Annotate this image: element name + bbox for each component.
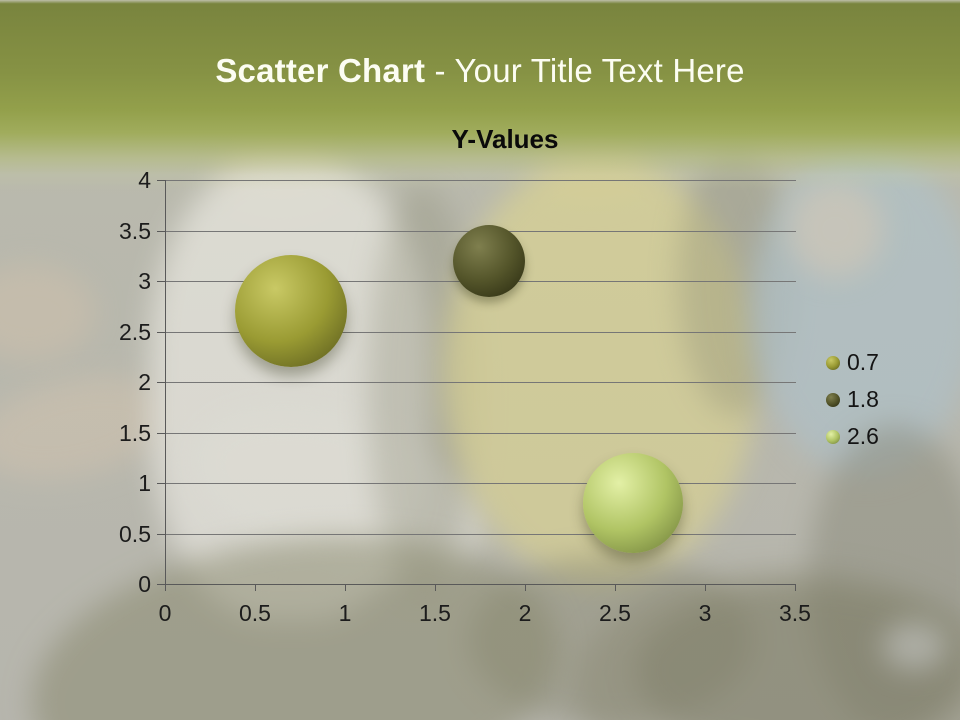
x-tick-0 — [165, 584, 166, 591]
legend-marker-icon — [826, 392, 840, 407]
x-tick-3.5 — [795, 584, 796, 591]
legend-label: 0.7 — [847, 349, 879, 375]
y-tick-label-2: 2 — [138, 369, 151, 395]
x-tick-label-2.5: 2.5 — [599, 600, 631, 626]
legend-item-0.7: 0.7 — [826, 344, 879, 381]
slide-header-band — [0, 0, 960, 190]
x-tick-1.5 — [435, 584, 436, 591]
bubble-series-0.7 — [235, 255, 347, 368]
gridline-y-4 — [165, 180, 796, 181]
gridline-y-1 — [165, 483, 796, 484]
y-tick-label-0.5: 0.5 — [119, 520, 151, 547]
x-tick-label-3: 3 — [698, 600, 712, 626]
y-tick-label-1: 1 — [138, 470, 151, 496]
slide-title: Scatter Chart - Your Title Text Here — [0, 52, 960, 90]
y-tick-2 — [157, 382, 165, 383]
slide-title-rest: - Your Title Text Here — [425, 52, 745, 89]
gridline-y-2 — [165, 382, 796, 383]
y-tick-0.5 — [157, 533, 165, 535]
gridline-y-0.5 — [165, 533, 796, 535]
y-axis-line — [165, 180, 166, 585]
y-tick-label-4: 4 — [138, 167, 151, 193]
x-tick-label-1.5: 1.5 — [419, 600, 451, 626]
photo-blob-dark-pants — [808, 425, 960, 720]
y-tick-label-3: 3 — [138, 268, 151, 294]
gridline-y-1.5 — [165, 432, 796, 434]
x-axis-line — [165, 584, 796, 585]
photo-blob-shoe — [882, 622, 947, 670]
y-tick-label-0: 0 — [138, 571, 151, 597]
y-tick-4 — [157, 180, 165, 181]
chart-title: Y-Values — [451, 124, 559, 154]
y-tick-3.5 — [157, 230, 165, 232]
photo-blob-chest-skin — [788, 182, 883, 277]
x-tick-label-3.5: 3.5 — [779, 600, 811, 626]
x-tick-label-0.5: 0.5 — [239, 600, 271, 626]
y-tick-2.5 — [157, 331, 165, 333]
y-tick-label-1.5: 1.5 — [119, 419, 151, 446]
x-tick-2.5 — [615, 584, 616, 591]
y-tick-1.5 — [157, 432, 165, 434]
x-tick-3 — [705, 584, 706, 591]
x-tick-0.5 — [255, 584, 256, 591]
legend-marker-icon — [826, 429, 840, 444]
x-tick-label-1: 1 — [338, 600, 352, 626]
bubble-series-2.6 — [583, 453, 683, 554]
y-tick-0 — [157, 584, 165, 585]
bubble-series-1.8 — [453, 224, 525, 297]
gridline-y-2.5 — [165, 331, 796, 333]
legend-label: 1.8 — [847, 386, 879, 412]
x-tick-2 — [525, 584, 526, 591]
y-tick-1 — [157, 483, 165, 484]
chart-legend: 0.7 1.8 2.6 — [826, 344, 879, 455]
legend-label: 2.6 — [847, 423, 879, 449]
x-tick-1 — [345, 584, 346, 591]
y-tick-label-2.5: 2.5 — [119, 318, 151, 345]
slide-title-bold: Scatter Chart — [215, 52, 426, 89]
x-tick-label-2: 2 — [518, 600, 532, 626]
x-tick-label-0: 0 — [158, 600, 172, 626]
legend-item-2.6: 2.6 — [826, 418, 879, 455]
y-tick-label-3.5: 3.5 — [119, 217, 151, 244]
y-tick-3 — [157, 281, 165, 282]
legend-marker-icon — [826, 355, 840, 370]
legend-item-1.8: 1.8 — [826, 381, 879, 418]
